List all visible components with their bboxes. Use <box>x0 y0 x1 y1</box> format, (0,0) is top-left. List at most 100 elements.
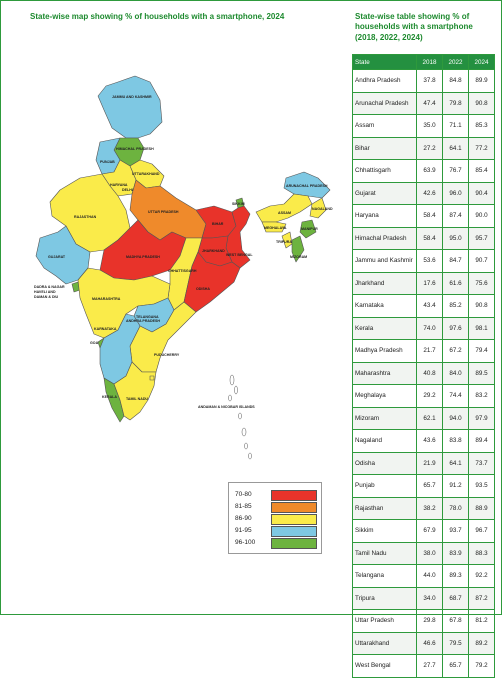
table-row: Punjab 65.7 91.2 93.5 <box>352 474 495 498</box>
cell-2024: 98.1 <box>468 316 495 340</box>
cell-2018: 44.0 <box>416 564 443 588</box>
cell-state: Chhattisgarh <box>352 159 417 183</box>
cell-2018: 27.7 <box>416 654 443 678</box>
cell-2022: 84.7 <box>442 249 469 273</box>
table-row: Meghalaya 29.2 74.4 83.2 <box>352 384 495 408</box>
cell-2018: 42.6 <box>416 181 443 205</box>
cell-2022: 91.2 <box>442 474 469 498</box>
cell-2024: 90.0 <box>468 204 495 228</box>
state-jammu-kashmir <box>97 75 163 139</box>
cell-2022: 84.8 <box>442 69 469 93</box>
cell-2018: 17.6 <box>416 271 443 295</box>
legend-label: 86-90 <box>235 515 252 522</box>
label-sikkim: SIKKIM <box>232 202 245 206</box>
legend-swatch <box>271 502 317 513</box>
cell-2022: 97.6 <box>442 316 469 340</box>
table-row: Telangana 44.0 89.3 92.2 <box>352 564 495 588</box>
cell-2022: 68.7 <box>442 586 469 610</box>
label-manipur: MANIPUR <box>301 227 318 231</box>
cell-state: Telangana <box>352 564 417 588</box>
table-row: West Bengal 27.7 65.7 79.2 <box>352 654 495 678</box>
legend-label: 70-80 <box>235 491 252 498</box>
state-tamil-nadu <box>113 361 157 421</box>
table-body: Andhra Pradesh 37.8 84.8 89.9 Arunachal Prad… <box>352 69 495 678</box>
cell-2024: 79.4 <box>468 339 495 363</box>
cell-state: Bihar <box>352 136 417 160</box>
cell-state: Uttarakhand <box>352 631 417 655</box>
cell-state: Sikkim <box>352 519 417 543</box>
cell-2024: 89.4 <box>468 429 495 453</box>
cell-state: Karnataka <box>352 294 417 318</box>
label-punjab: PUNJAB <box>100 160 115 164</box>
state-meghalaya <box>261 221 287 233</box>
legend-swatch <box>271 490 317 501</box>
table-row: Nagaland 43.6 83.8 89.4 <box>352 429 495 453</box>
table-title: State-wise table showing % of households… <box>355 12 473 42</box>
table-row: Haryana 58.4 87.4 90.0 <box>352 204 495 228</box>
cell-2022: 61.6 <box>442 271 469 295</box>
cell-state: Assam <box>352 114 417 138</box>
cell-2022: 71.1 <box>442 114 469 138</box>
label-puducherry: PUDUCHERRY <box>154 353 180 357</box>
cell-state: Odisha <box>352 451 417 475</box>
cell-2018: 27.2 <box>416 136 443 160</box>
cell-2024: 88.3 <box>468 541 495 565</box>
legend-label: 96-100 <box>235 539 256 546</box>
cell-2022: 64.1 <box>442 451 469 475</box>
cell-2022: 85.2 <box>442 294 469 318</box>
legend-row: 81-85 <box>235 501 317 513</box>
label-delhi: DELHI <box>122 188 133 192</box>
label-chhattisgarh: CHHATTISGARH <box>168 269 197 273</box>
cell-2018: 40.8 <box>416 361 443 385</box>
label-dadra-line3: DAMAN & DIU <box>34 295 59 299</box>
label-gujarat: GUJARAT <box>48 255 66 259</box>
table-row: Sikkim 67.9 93.7 96.7 <box>352 519 495 543</box>
label-dadra-line2: HAVELI AND <box>34 290 56 294</box>
cell-2022: 74.4 <box>442 384 469 408</box>
cell-2024: 81.2 <box>468 609 495 633</box>
label-goa: GOA <box>90 341 99 345</box>
cell-state: Tamil Nadu <box>352 541 417 565</box>
cell-2024: 79.2 <box>468 654 495 678</box>
label-mizoram: MIZORAM <box>290 255 307 259</box>
col-header-2018: 2018 <box>416 54 443 70</box>
table-row: Andhra Pradesh 37.8 84.8 89.9 <box>352 69 495 93</box>
label-jharkhand: JHARKHAND <box>202 249 225 253</box>
cell-2018: 38.0 <box>416 541 443 565</box>
label-west-bengal: WEST BENGAL <box>226 253 253 257</box>
cell-2022: 67.2 <box>442 339 469 363</box>
legend-swatch <box>271 526 317 537</box>
cell-2022: 96.0 <box>442 181 469 205</box>
cell-2024: 88.9 <box>468 496 495 520</box>
label-uttar-pradesh: UTTAR PRADESH <box>148 210 179 214</box>
table-row: Jharkhand 17.6 61.6 75.6 <box>352 271 495 295</box>
label-odisha: ODISHA <box>196 287 210 291</box>
table-row: Chhattisgarh 63.9 76.7 85.4 <box>352 159 495 183</box>
label-maharashtra: MAHARASHTRA <box>92 297 121 301</box>
state-odisha <box>183 251 241 313</box>
label-bihar: BIHAR <box>212 222 224 226</box>
cell-2024: 96.7 <box>468 519 495 543</box>
table-row: Maharashtra 40.8 84.0 89.5 <box>352 361 495 385</box>
cell-2018: 38.2 <box>416 496 443 520</box>
cell-2018: 46.6 <box>416 631 443 655</box>
label-rajasthan: RAJASTHAN <box>74 215 97 219</box>
cell-2018: 65.7 <box>416 474 443 498</box>
andaman-nicobar-islands <box>228 374 252 460</box>
cell-2018: 62.1 <box>416 406 443 430</box>
cell-state: Uttar Pradesh <box>352 609 417 633</box>
legend-swatch <box>271 538 317 549</box>
cell-2018: 58.4 <box>416 204 443 228</box>
cell-2024: 73.7 <box>468 451 495 475</box>
table-header: State 2018 2022 2024 <box>352 54 495 70</box>
label-meghalaya: MEGHALAYA <box>264 226 287 230</box>
cell-state: Gujarat <box>352 181 417 205</box>
table-row: Uttar Pradesh 29.8 67.8 81.2 <box>352 609 495 633</box>
table-row: Bihar 27.2 64.1 77.2 <box>352 136 495 160</box>
cell-2022: 65.7 <box>442 654 469 678</box>
cell-2022: 93.7 <box>442 519 469 543</box>
table-row: Rajasthan 38.2 78.0 88.9 <box>352 496 495 520</box>
cell-2018: 67.9 <box>416 519 443 543</box>
cell-state: Andhra Pradesh <box>352 69 417 93</box>
label-andaman-nicobar: ANDAMAN & NICOBAR ISLANDS <box>198 405 255 409</box>
